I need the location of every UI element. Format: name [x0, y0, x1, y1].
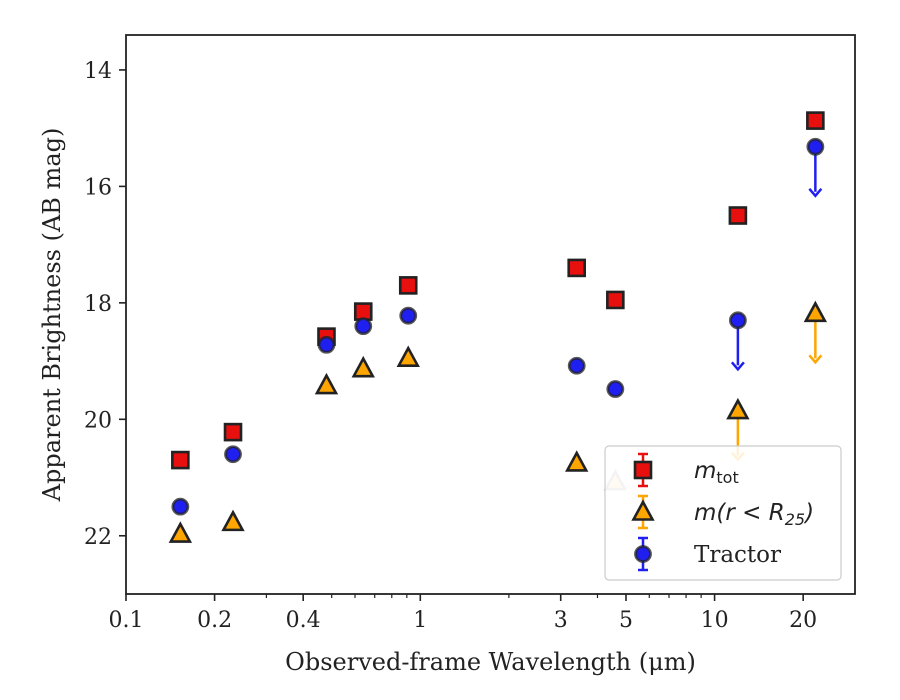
x-tick-label: 0.1 [109, 608, 144, 633]
triangle-point [221, 509, 245, 532]
square-point [171, 450, 190, 470]
legend-circle-marker [634, 545, 652, 563]
triangle-point [351, 355, 375, 378]
x-tick-label: 10 [701, 608, 729, 633]
square-point [353, 302, 373, 321]
upper-limit-arrowhead [730, 361, 745, 372]
x-tick-label: 3 [554, 608, 568, 633]
y-axis-title: Apparent Brightness (AB mag) [38, 128, 66, 503]
legend: mtot m(r < R25) Tractor [604, 445, 842, 581]
triangle-point [803, 300, 828, 323]
triangle-point [396, 345, 420, 367]
square-point [728, 206, 748, 225]
plot-frame [125, 34, 856, 595]
legend-label: Tractor [694, 542, 781, 568]
x-tick-label: 0.2 [197, 608, 232, 633]
y-tick-label: 22 [84, 525, 112, 550]
legend-label: mtot [694, 458, 739, 487]
y-tick-label: 14 [84, 59, 112, 84]
y-tick-label: 18 [84, 292, 112, 317]
data-marks [168, 111, 828, 543]
square-point [223, 422, 243, 442]
x-tick-label: 0.4 [286, 608, 321, 633]
legend-square-marker [633, 460, 653, 480]
triangle-point [168, 521, 193, 543]
square-point [398, 276, 418, 295]
x-tick-label: 5 [619, 608, 633, 633]
triangle-point [314, 372, 339, 395]
y-tick-label: 16 [84, 175, 112, 200]
triangle-point [565, 450, 589, 472]
upper-limit-arrowhead [808, 354, 823, 365]
square-point [806, 111, 825, 130]
x-tick-label: 1 [413, 608, 427, 633]
x-axis-title: Observed-frame Wavelength (μm) [285, 648, 696, 676]
y-tick-label: 20 [84, 408, 112, 433]
legend-label: m(r < R25) [694, 500, 814, 529]
triangle-point [726, 397, 750, 420]
x-tick-label: 20 [789, 608, 817, 633]
square-point [606, 290, 625, 310]
square-point [567, 258, 587, 278]
axis-ticks: 0.1 0.2 0.4 1 3 5 10 20 14 16 18 20 22 [84, 59, 817, 633]
legend-box [604, 445, 842, 581]
legend-triangle-marker [631, 499, 655, 521]
upper-limit-arrowhead [808, 187, 823, 198]
